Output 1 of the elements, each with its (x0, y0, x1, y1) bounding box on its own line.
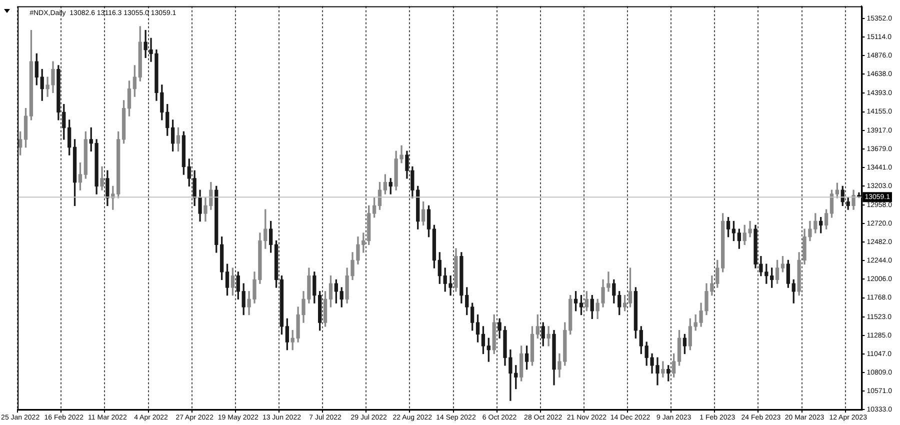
candlestick (546, 326, 550, 346)
